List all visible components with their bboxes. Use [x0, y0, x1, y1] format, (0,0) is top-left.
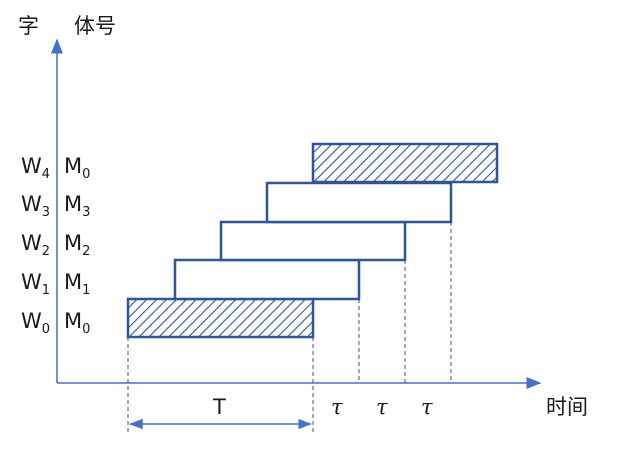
period-label: T — [212, 395, 226, 419]
row-label-m1: M1 — [64, 270, 90, 298]
offset-label-3: τ — [421, 395, 433, 419]
block-w3-m3 — [265, 181, 453, 224]
block-w2-m2 — [219, 220, 407, 262]
row-label-w1: W1 — [21, 270, 50, 298]
row-label-w2: W2 — [21, 231, 50, 259]
row-label-m3: M3 — [64, 192, 90, 220]
block-w4-m0 — [311, 142, 499, 184]
row-label-m4: M0 — [64, 154, 90, 182]
row-label-m2: M2 — [64, 231, 90, 259]
y-axis-label-word: 字 — [18, 14, 39, 38]
row-labels: W4 M0 W3 M3 W2 M2 W1 M1 W0 M0 — [21, 154, 90, 337]
row-label-w0: W0 — [21, 309, 50, 337]
block-w0-m0 — [126, 297, 315, 339]
offset-label-2: τ — [376, 395, 388, 419]
x-axis-label: 时间 — [546, 395, 588, 419]
offset-label-1: τ — [331, 395, 343, 419]
block-w1-m1 — [173, 258, 361, 301]
row-label-w4: W4 — [21, 154, 50, 182]
y-axis-label-bank: 体号 — [74, 14, 116, 38]
row-label-w3: W3 — [21, 192, 50, 220]
guide-lines — [127, 222, 452, 433]
row-label-m0: M0 — [64, 309, 90, 337]
